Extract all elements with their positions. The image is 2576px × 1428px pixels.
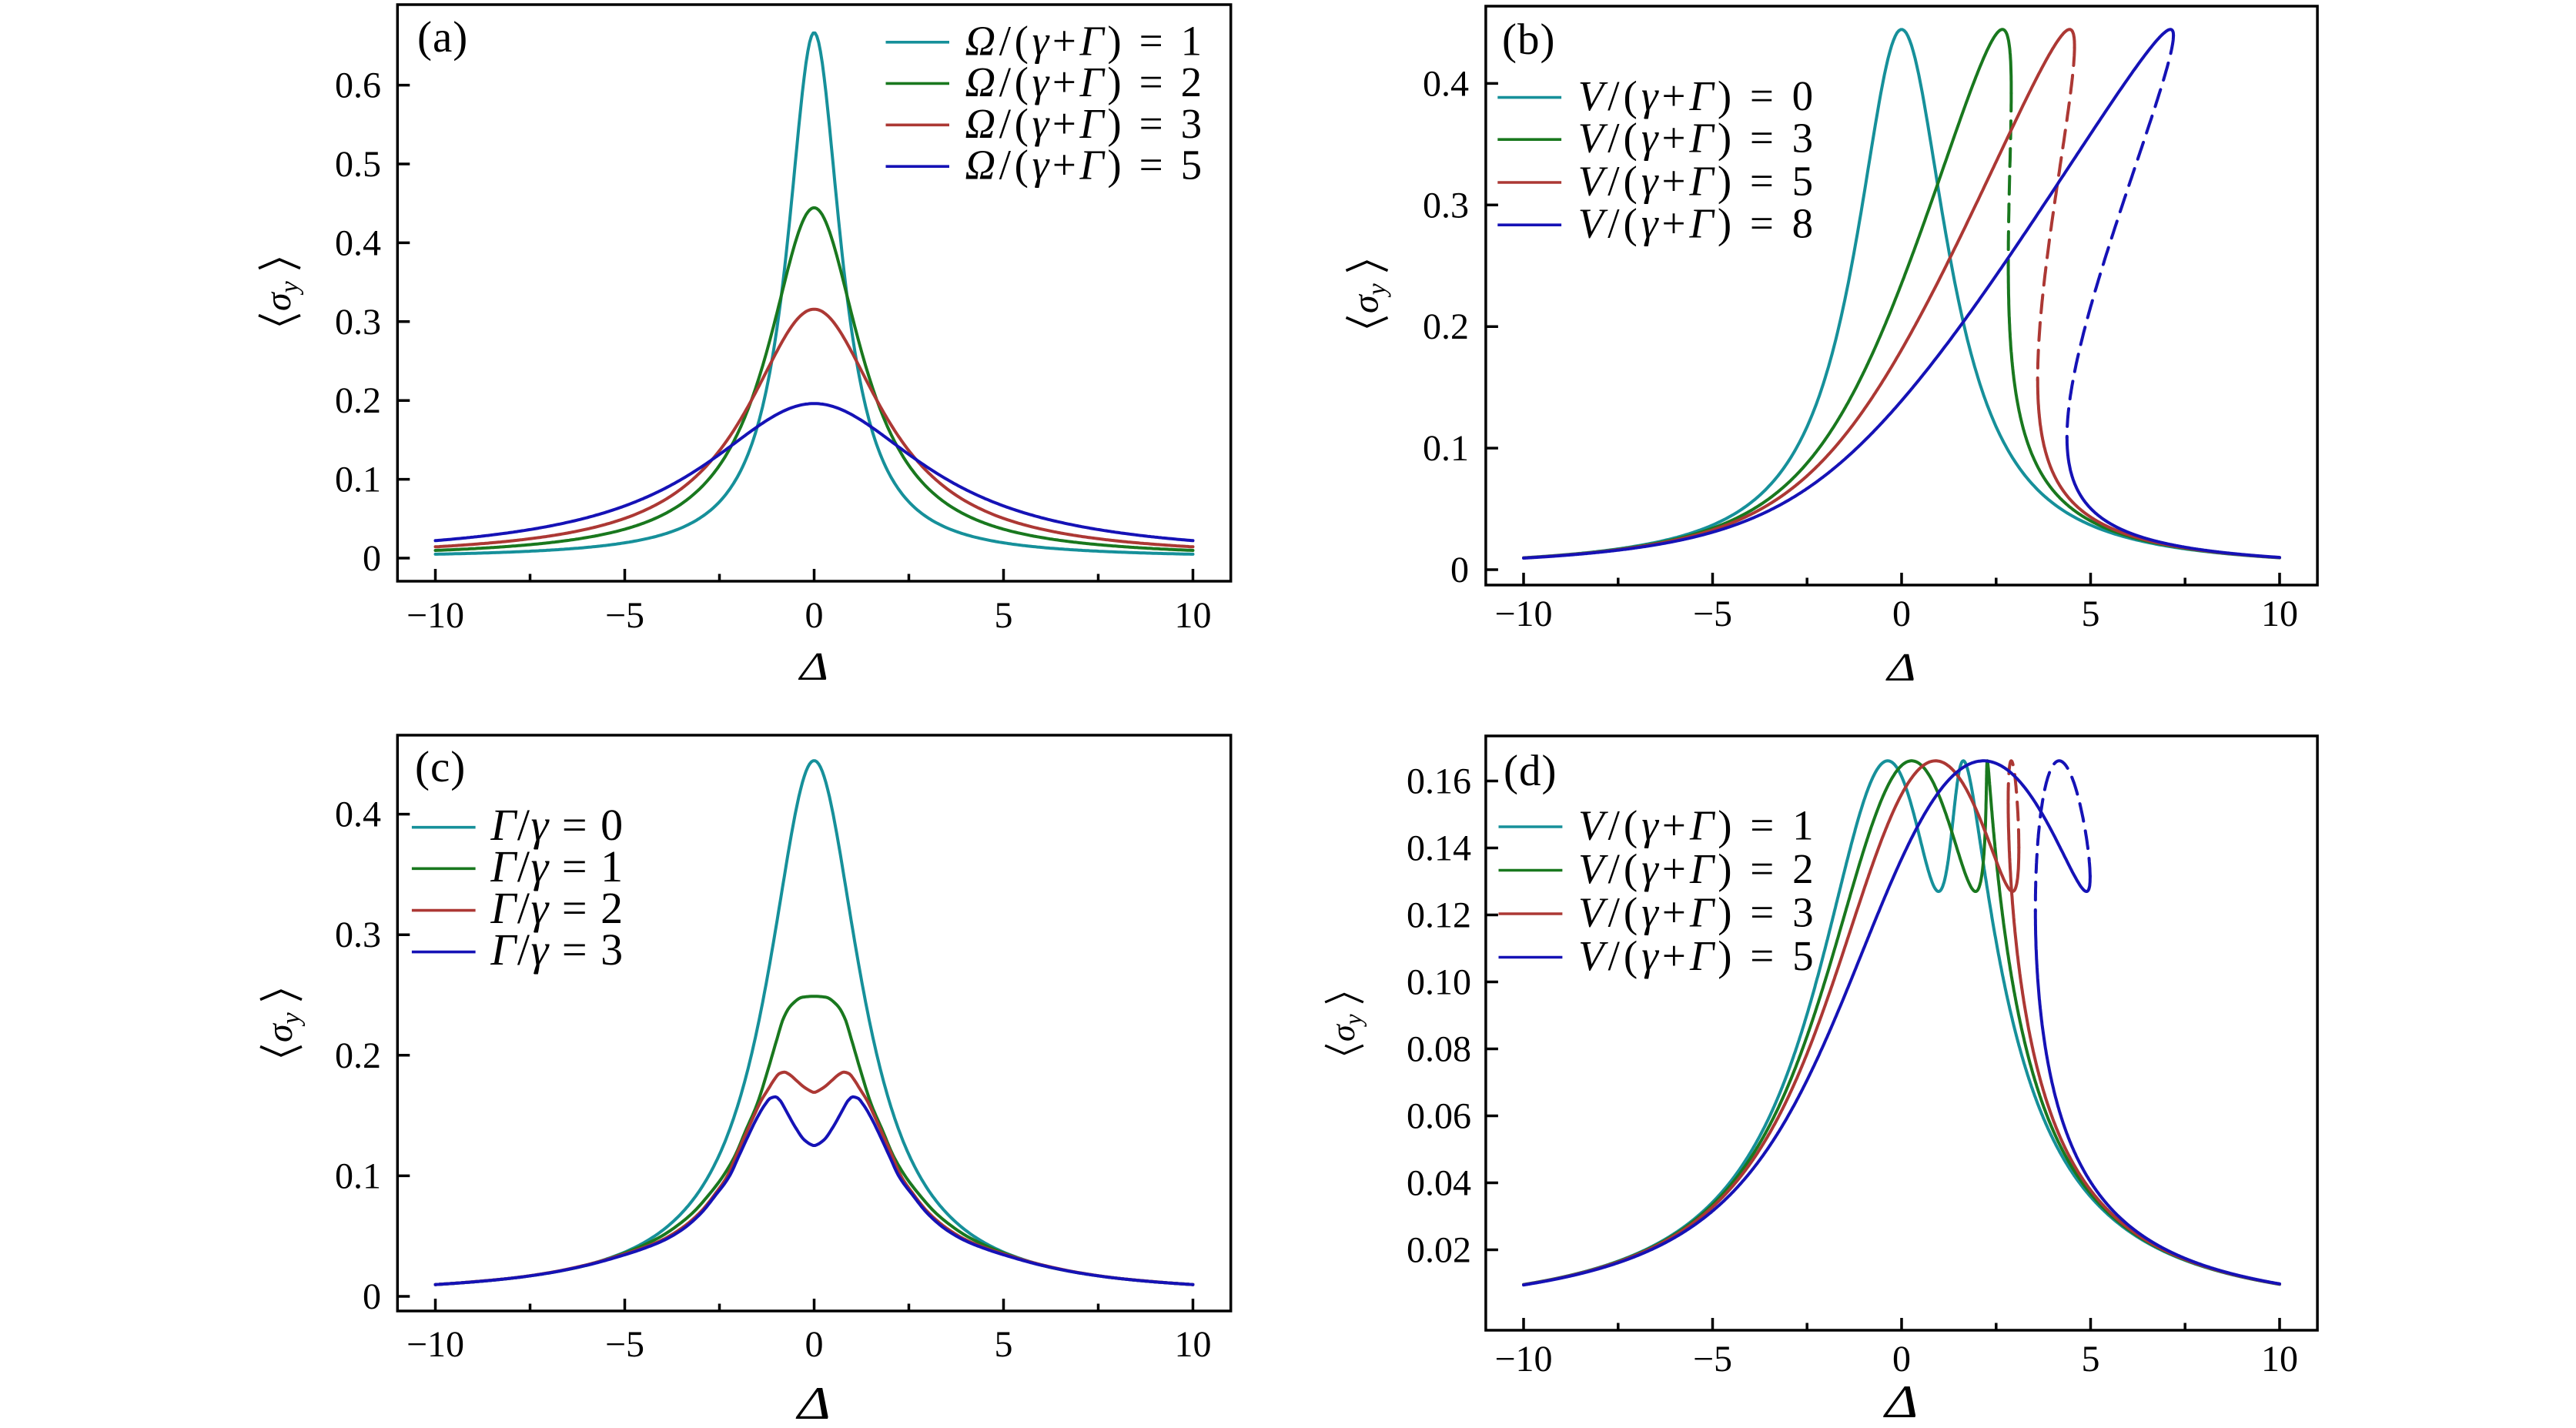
svg-text:Δ: Δ bbox=[798, 644, 828, 688]
svg-text:Ω/(γ+Γ) = 5: Ω/(γ+Γ) = 5 bbox=[965, 142, 1205, 189]
svg-text:0.14: 0.14 bbox=[1407, 828, 1471, 869]
svg-text:Γ/γ = 0: Γ/γ = 0 bbox=[490, 800, 624, 850]
svg-text:(c): (c) bbox=[415, 743, 466, 791]
svg-text:V/(γ+Γ) = 1: V/(γ+Γ) = 1 bbox=[1578, 802, 1818, 849]
svg-text:0.1: 0.1 bbox=[335, 1155, 381, 1196]
svg-text:0.12: 0.12 bbox=[1407, 895, 1471, 936]
svg-text:(d): (d) bbox=[1504, 747, 1557, 795]
svg-text:(a): (a) bbox=[417, 13, 468, 62]
svg-text:0.02: 0.02 bbox=[1407, 1230, 1471, 1271]
svg-text:V/(γ+Γ) = 5: V/(γ+Γ) = 5 bbox=[1578, 932, 1818, 979]
svg-text:0: 0 bbox=[363, 1276, 381, 1317]
svg-text:0: 0 bbox=[1450, 550, 1469, 590]
svg-text:V/(γ+Γ) = 5: V/(γ+Γ) = 5 bbox=[1578, 158, 1818, 205]
svg-text:10: 10 bbox=[1175, 595, 1212, 636]
svg-text:10: 10 bbox=[2261, 1339, 2298, 1380]
svg-text:0.1: 0.1 bbox=[335, 460, 381, 500]
svg-text:0.4: 0.4 bbox=[335, 794, 381, 835]
svg-text:5: 5 bbox=[995, 1324, 1013, 1365]
svg-text:V/(γ+Γ) = 3: V/(γ+Γ) = 3 bbox=[1578, 115, 1818, 162]
svg-text:10: 10 bbox=[2261, 594, 2298, 634]
svg-text:0.3: 0.3 bbox=[335, 302, 381, 343]
svg-text:Γ/γ = 2: Γ/γ = 2 bbox=[490, 883, 624, 933]
svg-text:0.1: 0.1 bbox=[1423, 428, 1469, 469]
svg-text:0.08: 0.08 bbox=[1407, 1029, 1471, 1070]
svg-text:V/(γ+Γ) = 3: V/(γ+Γ) = 3 bbox=[1578, 889, 1818, 936]
svg-text:5: 5 bbox=[2082, 1339, 2100, 1380]
svg-text:0: 0 bbox=[363, 538, 381, 579]
svg-text:σy: σy bbox=[259, 1012, 306, 1042]
svg-text:0.2: 0.2 bbox=[335, 1035, 381, 1076]
svg-text:0.10: 0.10 bbox=[1407, 962, 1471, 1003]
svg-text:0.16: 0.16 bbox=[1407, 761, 1471, 802]
svg-text:0.2: 0.2 bbox=[1423, 306, 1469, 347]
svg-text:0: 0 bbox=[805, 595, 824, 636]
svg-text:0.06: 0.06 bbox=[1407, 1096, 1471, 1137]
svg-text:Δ: Δ bbox=[795, 1378, 831, 1424]
svg-text:5: 5 bbox=[995, 595, 1013, 636]
svg-text:0.4: 0.4 bbox=[1423, 63, 1469, 104]
svg-text:−10: −10 bbox=[406, 1324, 464, 1365]
svg-text:Γ/γ = 3: Γ/γ = 3 bbox=[490, 925, 624, 975]
svg-text:5: 5 bbox=[2082, 594, 2100, 634]
svg-text:Ω/(γ+Γ) = 3: Ω/(γ+Γ) = 3 bbox=[965, 100, 1205, 147]
svg-text:0.2: 0.2 bbox=[335, 380, 381, 421]
svg-text:Ω/(γ+Γ) = 1: Ω/(γ+Γ) = 1 bbox=[965, 17, 1205, 64]
svg-text:−5: −5 bbox=[605, 1324, 644, 1365]
svg-text:Γ/γ = 1: Γ/γ = 1 bbox=[490, 841, 624, 891]
svg-text:0: 0 bbox=[1892, 1339, 1911, 1380]
svg-text:0.3: 0.3 bbox=[1423, 185, 1469, 226]
svg-text:0.3: 0.3 bbox=[335, 915, 381, 955]
svg-text:0.6: 0.6 bbox=[335, 65, 381, 106]
svg-text:V/(γ+Γ) = 2: V/(γ+Γ) = 2 bbox=[1578, 845, 1818, 892]
svg-text:σy: σy bbox=[1324, 1014, 1367, 1042]
svg-text:0.04: 0.04 bbox=[1407, 1163, 1471, 1204]
svg-text:V/(γ+Γ) = 8: V/(γ+Γ) = 8 bbox=[1578, 200, 1818, 247]
svg-text:Ω/(γ+Γ) = 2: Ω/(γ+Γ) = 2 bbox=[965, 59, 1205, 105]
svg-text:−5: −5 bbox=[605, 595, 644, 636]
svg-text:−5: −5 bbox=[1693, 1339, 1732, 1380]
svg-text:0: 0 bbox=[805, 1324, 824, 1365]
svg-text:10: 10 bbox=[1175, 1324, 1212, 1365]
svg-text:0.4: 0.4 bbox=[335, 222, 381, 263]
svg-text:−10: −10 bbox=[406, 595, 464, 636]
svg-text:(b): (b) bbox=[1502, 15, 1555, 64]
svg-text:0.5: 0.5 bbox=[335, 144, 381, 185]
svg-text:−10: −10 bbox=[1494, 1339, 1552, 1380]
svg-text:Δ: Δ bbox=[1882, 1376, 1918, 1424]
svg-text:V/(γ+Γ) = 0: V/(γ+Γ) = 0 bbox=[1578, 72, 1818, 119]
svg-text:Δ: Δ bbox=[1885, 644, 1915, 689]
svg-text:0: 0 bbox=[1892, 594, 1911, 634]
svg-text:−10: −10 bbox=[1494, 594, 1552, 634]
svg-text:−5: −5 bbox=[1693, 594, 1732, 634]
